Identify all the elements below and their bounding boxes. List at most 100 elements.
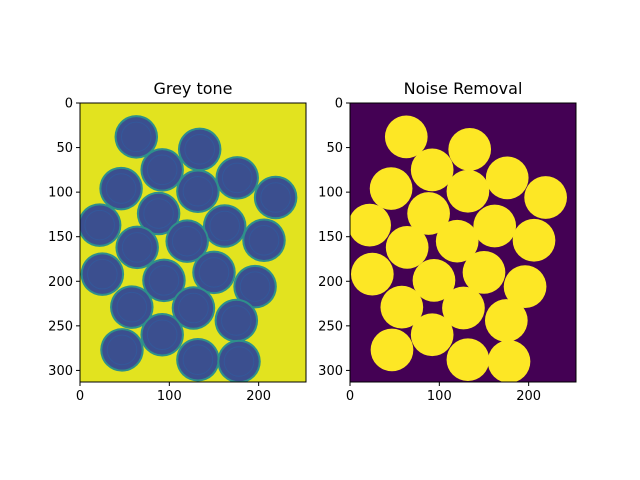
- panel-grey-tone: Grey tone 0 100 200 0 50 100 150 200 250 300: [48, 79, 307, 404]
- coin-mask: [385, 226, 429, 269]
- coin: [173, 288, 214, 328]
- coin-detail: [105, 173, 137, 204]
- coin: [80, 205, 120, 245]
- y-tick-label: 250: [48, 319, 73, 334]
- coin-mask: [503, 265, 547, 308]
- coin-mask: [410, 148, 454, 192]
- coin: [144, 260, 184, 301]
- coin: [178, 171, 218, 211]
- x-ticks-noise-removal: 0 100 200: [346, 382, 541, 404]
- coin-mask: [446, 169, 490, 213]
- x-tick-label: 200: [516, 389, 541, 404]
- panel-noise-removal: Noise Removal 0 100 200 0 50 100 150 200 250 300: [318, 79, 577, 404]
- coins-grey-tone: [80, 115, 298, 382]
- coin-mask: [512, 218, 556, 262]
- coin-mask: [442, 286, 485, 330]
- coin: [167, 221, 207, 261]
- coin: [142, 150, 182, 190]
- coin-mask: [462, 251, 506, 294]
- coin-detail: [116, 291, 148, 323]
- coin: [255, 177, 296, 218]
- coin: [138, 193, 179, 234]
- coin-detail: [209, 210, 241, 242]
- coin-mask: [435, 219, 479, 263]
- y-tick-label: 100: [318, 186, 343, 201]
- coin-mask: [370, 328, 414, 372]
- coin: [112, 287, 152, 327]
- x-tick-label: 0: [76, 389, 84, 404]
- coin: [179, 129, 220, 170]
- coin-mask: [410, 313, 454, 357]
- chart-title-noise-removal: Noise Removal: [404, 79, 523, 98]
- x-tick-label: 200: [246, 389, 271, 404]
- coin-mask: [369, 167, 413, 210]
- coin: [204, 206, 245, 246]
- coin: [102, 330, 142, 370]
- coin: [116, 117, 157, 157]
- y-tick-label: 150: [318, 230, 343, 245]
- coin: [82, 254, 123, 294]
- coin: [216, 300, 257, 341]
- x-tick-label: 0: [346, 389, 354, 404]
- coin-detail: [221, 305, 252, 336]
- y-tick-label: 300: [318, 364, 343, 379]
- coin: [235, 266, 275, 307]
- plot-frame-noise-removal: [349, 102, 577, 383]
- coin-detail: [146, 319, 178, 351]
- coin-detail: [121, 232, 153, 263]
- coin-detail: [239, 271, 271, 302]
- y-ticks-noise-removal: 0 50 100 150 200 250 300: [318, 97, 350, 379]
- coin-detail: [171, 225, 203, 257]
- coins-noise-removal: [350, 115, 567, 382]
- coin-mask: [380, 285, 424, 329]
- coin: [217, 158, 257, 198]
- coin-detail: [148, 265, 180, 296]
- coin: [178, 339, 218, 380]
- coin-detail: [106, 334, 138, 366]
- coin-mask: [487, 340, 531, 382]
- coin-mask: [407, 192, 450, 235]
- y-tick-label: 300: [48, 364, 73, 379]
- coin-mask: [412, 259, 456, 302]
- x-tick-label: 100: [157, 389, 182, 404]
- coin-mask: [485, 156, 529, 200]
- coin-detail: [84, 209, 115, 241]
- coin-mask: [448, 128, 492, 171]
- coin-mask: [350, 252, 394, 296]
- coin-detail: [248, 224, 280, 256]
- plot-frame-grey-tone: [79, 102, 307, 383]
- coin-detail: [182, 344, 214, 376]
- x-ticks-grey-tone: 0 100 200: [76, 382, 271, 404]
- coin-detail: [146, 154, 178, 186]
- coin-detail: [198, 257, 230, 288]
- y-tick-label: 0: [65, 97, 73, 112]
- coin-detail: [223, 346, 255, 377]
- coin-detail: [184, 134, 215, 165]
- coin-detail: [120, 121, 152, 153]
- coin-mask: [350, 203, 391, 247]
- coin-mask: [484, 299, 528, 342]
- x-tick-label: 100: [427, 389, 452, 404]
- coin-detail: [182, 175, 214, 207]
- coin: [101, 168, 141, 209]
- coin-detail: [260, 182, 291, 213]
- y-tick-label: 250: [318, 319, 343, 334]
- coin: [117, 227, 157, 268]
- y-tick-label: 0: [335, 97, 343, 112]
- coin: [244, 220, 284, 261]
- coin: [142, 315, 182, 355]
- y-tick-label: 100: [48, 186, 73, 201]
- coin-detail: [143, 198, 174, 229]
- coin: [219, 341, 259, 382]
- coin: [194, 252, 234, 293]
- coin-mask: [473, 204, 517, 248]
- y-tick-label: 50: [56, 141, 73, 156]
- coin-mask: [524, 176, 567, 219]
- y-tick-label: 200: [318, 275, 343, 290]
- coin-mask: [446, 338, 490, 382]
- y-tick-label: 50: [326, 141, 343, 156]
- y-ticks-grey-tone: 0 50 100 150 200 250 300: [48, 97, 80, 379]
- coin-mask: [384, 115, 428, 159]
- coin-detail: [221, 162, 253, 194]
